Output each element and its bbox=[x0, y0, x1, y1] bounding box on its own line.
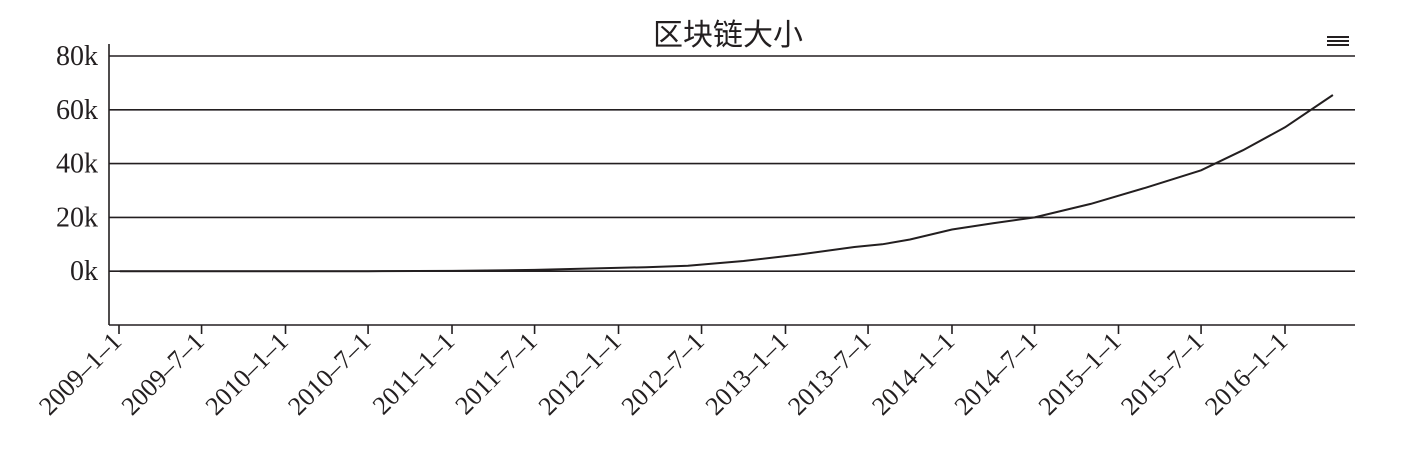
hamburger-menu-icon-bar bbox=[1327, 44, 1349, 46]
x-tick-label: 2013–1–1 bbox=[700, 327, 794, 421]
x-tick-label: 2012–7–1 bbox=[616, 327, 710, 421]
y-tick-label: 80k bbox=[56, 41, 98, 72]
chart-menu-button[interactable] bbox=[1318, 26, 1356, 56]
series-line bbox=[119, 94, 1334, 273]
chart-title: 区块链大小 bbox=[653, 19, 803, 52]
hamburger-menu-icon bbox=[1327, 36, 1349, 38]
y-tick-label: 20k bbox=[56, 202, 98, 233]
x-tick-label: 2011–1–1 bbox=[367, 327, 460, 420]
x-tick-label: 2009–1–1 bbox=[33, 327, 127, 421]
x-tick-label: 2009–7–1 bbox=[116, 327, 210, 421]
y-tick-label: 0k bbox=[70, 256, 98, 287]
y-tick-label: 60k bbox=[56, 95, 98, 126]
hamburger-menu-icon-bar bbox=[1327, 40, 1349, 42]
y-tick-label: 40k bbox=[56, 149, 98, 180]
x-tick-label: 2010–1–1 bbox=[200, 327, 294, 421]
x-tick-label: 2013–7–1 bbox=[782, 327, 876, 421]
x-tick-label: 2012–1–1 bbox=[533, 327, 627, 421]
x-tick-label: 2016–1–1 bbox=[1199, 327, 1293, 421]
x-tick-label: 2014–1–1 bbox=[866, 327, 960, 421]
x-tick-label: 2015–1–1 bbox=[1033, 327, 1127, 421]
x-tick-label: 2014–7–1 bbox=[949, 327, 1043, 421]
x-tick-label: 2015–7–1 bbox=[1115, 327, 1209, 421]
x-tick-label: 2010–7–1 bbox=[282, 327, 376, 421]
x-tick-label: 2011–7–1 bbox=[449, 327, 542, 420]
